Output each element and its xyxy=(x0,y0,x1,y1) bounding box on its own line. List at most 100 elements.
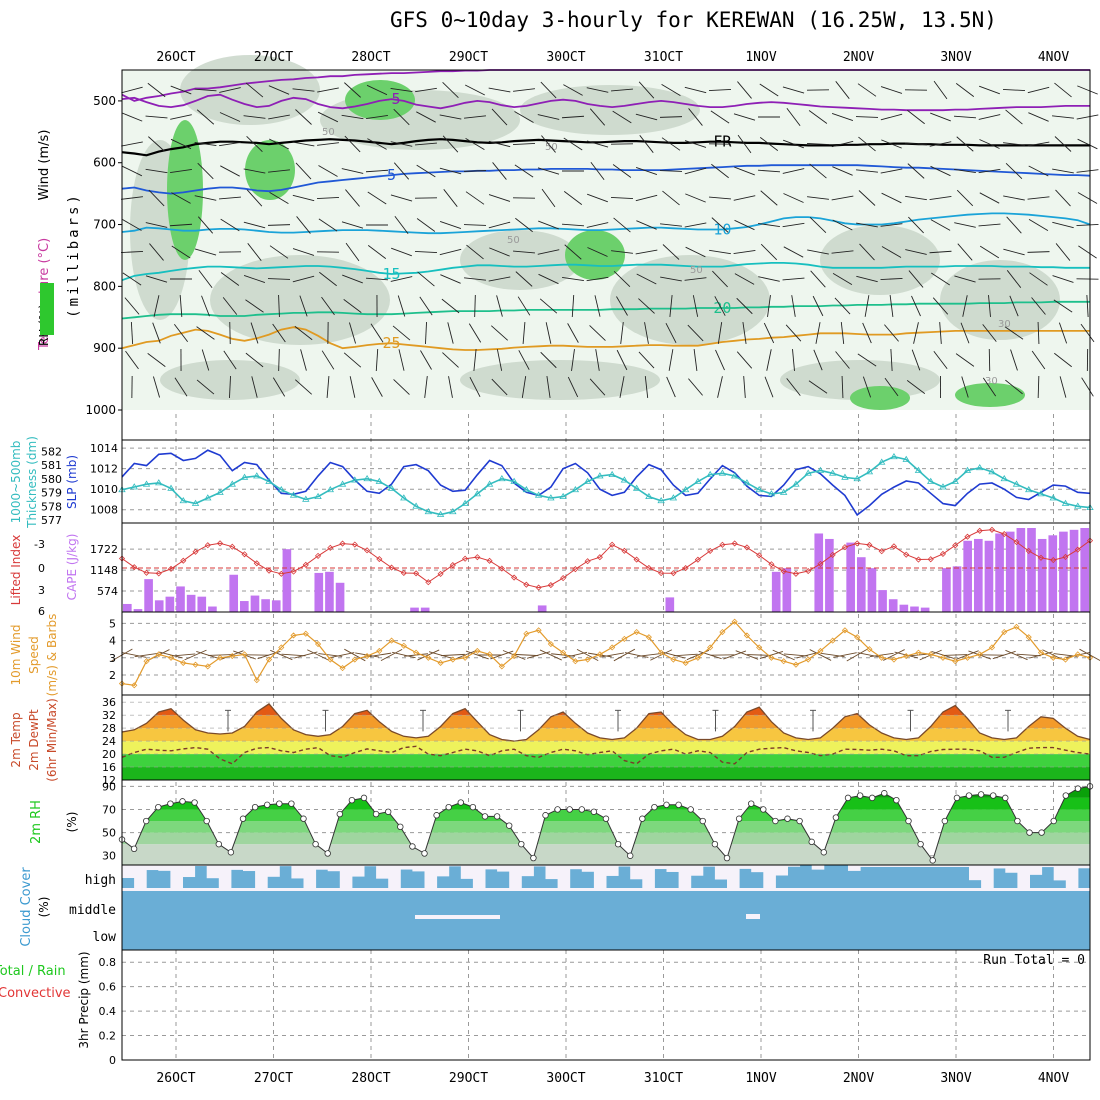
thickness-marker xyxy=(363,474,371,482)
wind-barb xyxy=(247,243,262,261)
wind-speed-marker xyxy=(866,646,873,653)
wind-barb xyxy=(473,349,477,371)
wind-barb xyxy=(673,653,698,657)
high-cloud-gap xyxy=(932,865,946,867)
isotherm-line xyxy=(121,212,1091,235)
wind-frame xyxy=(121,611,1091,696)
top-date-label: 2NOV xyxy=(843,50,874,65)
cape-bar xyxy=(856,557,866,612)
rh-marker xyxy=(288,800,295,807)
top-date-label: 31OCT xyxy=(644,50,683,65)
panel-frames xyxy=(121,69,1091,1061)
wind-barb xyxy=(930,165,951,177)
high-cloud-gap xyxy=(860,865,873,867)
wind-barb xyxy=(1027,141,1050,147)
wind-barb xyxy=(880,86,903,94)
wind-barb xyxy=(1006,270,1022,288)
wind-speed-marker xyxy=(278,644,285,651)
thickness-ytick-label: 578 xyxy=(41,500,62,513)
wind-speed-marker xyxy=(719,628,726,636)
thickness-marker xyxy=(902,455,910,462)
wind-speed-marker xyxy=(682,659,689,667)
rh-marker xyxy=(312,840,319,848)
wind-barb xyxy=(428,651,453,659)
wind-barb xyxy=(783,246,804,258)
rh-marker xyxy=(409,843,416,850)
cape-bar xyxy=(995,533,1004,612)
li-marker xyxy=(560,575,567,582)
temp-ytick-label: 28 xyxy=(102,722,116,735)
wind-barb xyxy=(197,216,214,234)
rh-marker xyxy=(397,823,404,831)
rh-ytick-label: 50 xyxy=(102,827,116,840)
wind-barb xyxy=(1005,109,1023,125)
wind-barb xyxy=(881,192,902,204)
wind-barb xyxy=(668,349,674,371)
wind-barb xyxy=(341,114,364,120)
rh-marker xyxy=(336,810,343,818)
wind-barb xyxy=(120,250,144,254)
precip-frame xyxy=(121,949,1091,1061)
high-cloud-gap xyxy=(1041,865,1055,868)
wind-barb xyxy=(831,140,854,148)
wind-barb xyxy=(992,650,1016,660)
wind-barb xyxy=(939,321,942,345)
wind-barb xyxy=(147,82,166,98)
wind-barb xyxy=(813,349,823,371)
wind-speed-marker xyxy=(560,649,567,656)
wind-barb xyxy=(152,322,161,344)
wind-speed-marker xyxy=(621,635,628,642)
wind-barb xyxy=(841,375,844,399)
wind-barb xyxy=(881,246,902,258)
high-cloud-gap xyxy=(460,865,474,879)
rh-marker xyxy=(530,854,537,862)
wind-barb xyxy=(521,376,527,398)
cape-bar xyxy=(984,540,994,612)
wind-barb xyxy=(251,376,258,398)
upper-ytick-label: 600 xyxy=(93,156,116,170)
wind-barb xyxy=(171,653,196,657)
wind-barb xyxy=(859,243,875,261)
wind-barb xyxy=(931,272,950,286)
wind-speed-marker xyxy=(216,654,224,661)
li-marker xyxy=(572,566,579,573)
cape-bar xyxy=(176,586,185,612)
wind-barb xyxy=(488,276,511,282)
cape-bar xyxy=(186,594,196,612)
wind-barb xyxy=(196,326,215,340)
wind-barb xyxy=(246,189,263,207)
cape-bar xyxy=(314,572,324,612)
wind-barb xyxy=(956,136,974,152)
cape-bar xyxy=(771,571,781,612)
wind-barb xyxy=(884,377,899,397)
top-date-label: 27OCT xyxy=(254,50,293,65)
rh-marker xyxy=(1002,794,1009,802)
wind-barb xyxy=(367,652,392,658)
wind-barb xyxy=(1076,223,1099,227)
wind-barb xyxy=(496,295,503,317)
wind-barb xyxy=(620,322,624,344)
wind-barb xyxy=(1059,376,1067,398)
li-marker xyxy=(903,551,910,558)
cloud-level-label: high xyxy=(85,873,116,888)
wind-barb xyxy=(439,220,462,230)
li-marker xyxy=(829,551,836,558)
rh-marker xyxy=(687,806,694,813)
cape-bar xyxy=(537,605,547,612)
thickness-marker xyxy=(669,494,678,501)
thickness-marker xyxy=(191,499,200,506)
wind-speed-marker xyxy=(265,656,273,663)
cape-bar xyxy=(973,538,983,612)
high-cloud-gap xyxy=(134,865,147,891)
wind-barb xyxy=(982,377,997,397)
wind-barb xyxy=(540,351,557,369)
high-cloud-gap xyxy=(182,865,196,878)
wind-barb xyxy=(635,166,658,176)
wind-barb xyxy=(243,168,266,174)
wind-barb xyxy=(669,295,673,317)
wind-barb xyxy=(905,195,927,201)
rh-ytick-label: 90 xyxy=(102,780,116,793)
rh-legend-swatch xyxy=(40,283,54,335)
wind-barb xyxy=(635,113,658,121)
thickness-marker xyxy=(179,496,187,504)
